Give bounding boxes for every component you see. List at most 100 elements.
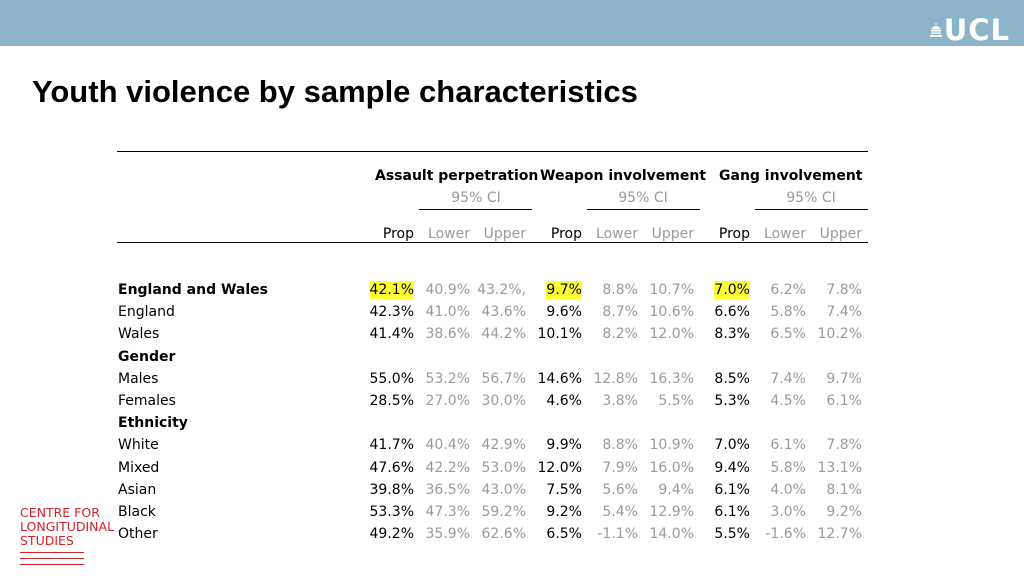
table-cell: 39.8% bbox=[354, 482, 414, 498]
table-cell: 5.8% bbox=[746, 460, 806, 476]
ci-header: 95% CI bbox=[618, 190, 668, 206]
subheader-lower: Lower bbox=[428, 226, 470, 242]
table-cell-value: 12.8% bbox=[593, 370, 638, 387]
table-cell-value: 12.0% bbox=[649, 326, 694, 343]
table-cell: 4.5% bbox=[746, 393, 806, 409]
row-label: Males bbox=[118, 370, 159, 387]
table-cell: 7.0% bbox=[690, 281, 750, 299]
table-cell: 9.9% bbox=[522, 437, 582, 453]
table-cell-value: 5.8% bbox=[770, 459, 806, 476]
table-cell-value: 14.6% bbox=[537, 370, 582, 387]
table-cell: 6.5% bbox=[746, 326, 806, 342]
subheader-prop: Prop bbox=[550, 226, 582, 242]
table-cell: 47.6% bbox=[354, 460, 414, 476]
table-cell-value: 30.0% bbox=[481, 393, 526, 409]
table-cell: 40.4% bbox=[410, 437, 470, 453]
table-cell: 47.3% bbox=[410, 504, 470, 520]
table-cell-value: -1.6% bbox=[765, 526, 806, 543]
table-cell-value: 4.0% bbox=[770, 481, 806, 498]
table-cell: 30.0% bbox=[466, 393, 526, 409]
table-cell: 28.5% bbox=[354, 393, 414, 409]
table-cell: 56.7% bbox=[466, 371, 526, 387]
table-cell: 8.7% bbox=[578, 304, 638, 320]
table-cell: 3.0% bbox=[746, 504, 806, 520]
table-cell: 7.8% bbox=[802, 437, 862, 453]
table-cell: 9.4% bbox=[634, 482, 694, 498]
table-cell: 14.6% bbox=[522, 371, 582, 387]
table-cell-value: 43.6% bbox=[481, 304, 526, 321]
table-cell: 10.7% bbox=[634, 282, 694, 298]
table-cell-value: 9.4% bbox=[658, 481, 694, 498]
table-cell-value: 5.6% bbox=[602, 481, 638, 498]
table-cell: 10.2% bbox=[802, 326, 862, 342]
table-cell-value: 27.0% bbox=[425, 393, 470, 409]
row-label: England and Wales bbox=[118, 282, 268, 298]
table-cell: 4.0% bbox=[746, 482, 806, 498]
table-cell-value: 47.6% bbox=[369, 459, 414, 476]
table-cell-value: 6.5% bbox=[770, 326, 806, 343]
table-cell-value: 43.2%, bbox=[477, 282, 526, 298]
table-cell-value: 9.6% bbox=[546, 304, 582, 321]
subheader-prop: Prop bbox=[718, 226, 750, 242]
table-cell: 42.1% bbox=[354, 281, 414, 299]
table-cell-value: 6.1% bbox=[826, 393, 862, 409]
table-cell-value: 10.2% bbox=[817, 326, 862, 343]
table-cell-value: 8.2% bbox=[602, 326, 638, 343]
table-cell-value: 7.8% bbox=[826, 437, 862, 454]
table-cell-value: 42.1% bbox=[369, 281, 414, 299]
table-cell: 5.5% bbox=[690, 526, 750, 542]
table-cell: 7.5% bbox=[522, 482, 582, 498]
table-cell-value: 8.8% bbox=[602, 282, 638, 298]
table-cell: 6.1% bbox=[690, 504, 750, 520]
table-cell-value: 16.3% bbox=[649, 370, 694, 387]
subheader-upper: Upper bbox=[483, 226, 526, 242]
table-cell: 7.4% bbox=[746, 371, 806, 387]
subheader-lower: Lower bbox=[764, 226, 806, 242]
table-cell-value: 8.8% bbox=[602, 437, 638, 454]
table-cell: 12.7% bbox=[802, 526, 862, 542]
slide-title: Youth violence by sample characteristics bbox=[32, 74, 638, 109]
table-cell-value: 5.3% bbox=[714, 393, 750, 409]
table-cell-value: 12.0% bbox=[537, 459, 582, 476]
table-cell-value: 41.7% bbox=[369, 437, 414, 454]
ci-rule-gang bbox=[755, 209, 868, 210]
table-cell-value: 16.0% bbox=[649, 459, 694, 476]
table-cell-value: 7.9% bbox=[602, 459, 638, 476]
table-cell: 53.3% bbox=[354, 504, 414, 520]
table-cell-value: 7.4% bbox=[826, 304, 862, 321]
table-cell: 3.8% bbox=[578, 393, 638, 409]
table-cell-value: 6.1% bbox=[714, 481, 750, 498]
table-cell: 9.6% bbox=[522, 304, 582, 320]
table-cell-value: 8.5% bbox=[714, 370, 750, 387]
table-cell: 62.6% bbox=[466, 526, 526, 542]
ucl-logo: UCL bbox=[929, 16, 1010, 45]
table-cell: 8.2% bbox=[578, 326, 638, 342]
row-label: Gender bbox=[118, 348, 176, 365]
table-cell-value: 9.9% bbox=[546, 437, 582, 454]
table-cell-value: 5.5% bbox=[714, 526, 750, 543]
cls-logo: CENTRE FOR LONGITUDINAL STUDIES bbox=[20, 506, 115, 565]
table-cell-value: 6.1% bbox=[770, 437, 806, 454]
table-cell: 7.4% bbox=[802, 304, 862, 320]
table-cell: 8.1% bbox=[802, 482, 862, 498]
table-cell-value: 53.0% bbox=[481, 459, 526, 476]
table-cell: 41.0% bbox=[410, 304, 470, 320]
cls-logo-line-2: LONGITUDINAL bbox=[20, 519, 115, 534]
table-cell: 5.3% bbox=[690, 393, 750, 409]
table-cell: 55.0% bbox=[354, 371, 414, 387]
table-cell-value: 59.2% bbox=[481, 504, 526, 520]
table-cell: 43.2%, bbox=[466, 282, 526, 298]
table-cell: 42.3% bbox=[354, 304, 414, 320]
table-cell-value: 10.9% bbox=[649, 437, 694, 454]
table-cell: 8.8% bbox=[578, 282, 638, 298]
table-cell-value: 53.2% bbox=[425, 370, 470, 387]
ci-rule-assault bbox=[419, 209, 532, 210]
table-cell: 8.5% bbox=[690, 371, 750, 387]
table-cell-value: -1.1% bbox=[597, 526, 638, 543]
table-cell: 36.5% bbox=[410, 482, 470, 498]
table-cell: 43.0% bbox=[466, 482, 526, 498]
table-cell-value: 6.2% bbox=[770, 282, 806, 298]
table-cell: 10.1% bbox=[522, 326, 582, 342]
table-cell: 6.6% bbox=[690, 304, 750, 320]
